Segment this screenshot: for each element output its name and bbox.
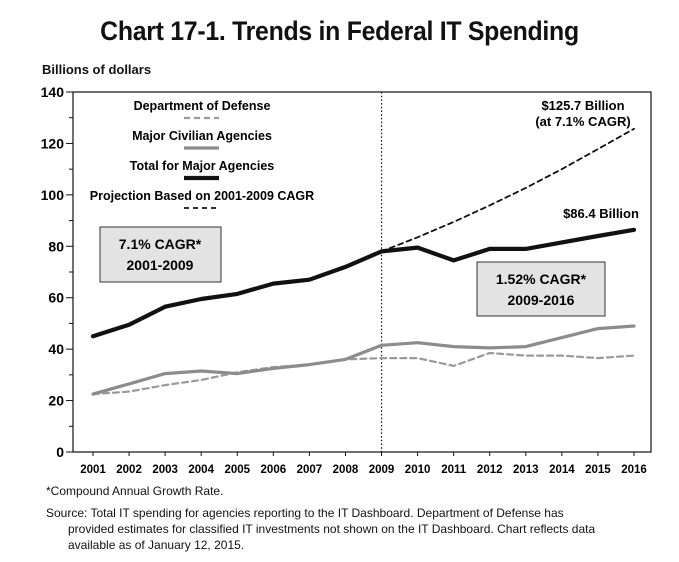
x-tick-label: 2010 [405,464,431,476]
legend-label: Projection Based on 2001-2009 CAGR [90,189,314,203]
axes: 0 20 40 60 80 100 120 140 2001 2002 2003 2004 2005 20… [41,84,652,476]
x-tick-label: 2008 [333,464,359,476]
cagr-box-2009-2016 [476,261,606,317]
x-tick-label: 2006 [261,464,287,476]
line-chart: 0 20 40 60 80 100 120 140 2001 2002 2003 2004 2005 20… [41,84,652,476]
projection-end-note: (at 7.1% CAGR) [535,114,630,129]
annotations: 7.1% CAGR* 2001-2009 1.52% CAGR* 2009-2016 $… [99,98,639,317]
legend: Department of Defense Major Civilian Agen… [90,99,314,209]
cagr-left-rate: 7.1% CAGR* [119,236,202,252]
x-tick-label: 2003 [152,464,178,476]
y-tick-label: 0 [56,444,64,460]
x-tick-label: 2001 [80,464,106,476]
y-tick-label: 120 [41,135,65,151]
x-tick-label: 2015 [585,464,611,476]
x-tick-label: 2002 [116,464,142,476]
y-tick-label: 100 [41,187,65,203]
source-note: Source: Total IT spending for agencies r… [46,505,656,553]
series-line-department-of-defense [91,351,636,396]
legend-label: Total for Major Agencies [130,159,275,173]
series-line-total-for-major-agencies [90,227,637,339]
x-tick-label: 2014 [549,464,575,476]
cagr-right-rate: 1.52% CAGR* [496,271,587,287]
source-line-1: Source: Total IT spending for agencies r… [46,506,564,520]
y-tick-label: 20 [48,393,64,409]
chart-title: Chart 17-1. Trends in Federal IT Spendin… [100,16,579,46]
source-line-3: available as of January 12, 2015. [68,538,245,552]
cagr-box-2001-2009 [99,226,222,283]
y-tick-label: 40 [48,341,64,357]
cagr-left-period: 2001-2009 [127,257,194,273]
legend-label: Department of Defense [134,99,271,113]
x-tick-label: 2004 [188,464,214,476]
x-tick-label: 2011 [441,464,467,476]
series-line-major-civilian-agencies [91,324,636,396]
legend-label: Major Civilian Agencies [132,129,272,143]
projection-end-value: $125.7 Billion [541,98,624,113]
footnote: *Compound Annual Growth Rate. [46,484,224,498]
y-tick-label: 80 [48,238,64,254]
y-tick-label: 140 [41,84,65,100]
x-tick-label: 2007 [297,464,323,476]
total-end-value: $86.4 Billion [563,206,639,221]
series-line-projection-based-on-2001-2009-cagr [380,127,635,253]
x-tick-label: 2005 [224,464,250,476]
x-tick-label: 2012 [477,464,503,476]
series-layer [90,127,637,396]
y-tick-label: 60 [48,290,64,306]
x-tick-label: 2013 [513,464,539,476]
x-tick-label: 2009 [369,464,395,476]
x-tick-label: 2016 [621,464,647,476]
source-line-2: provided estimates for classified IT inv… [68,522,596,536]
y-axis-label: Billions of dollars [42,62,152,77]
cagr-right-period: 2009-2016 [508,292,575,308]
